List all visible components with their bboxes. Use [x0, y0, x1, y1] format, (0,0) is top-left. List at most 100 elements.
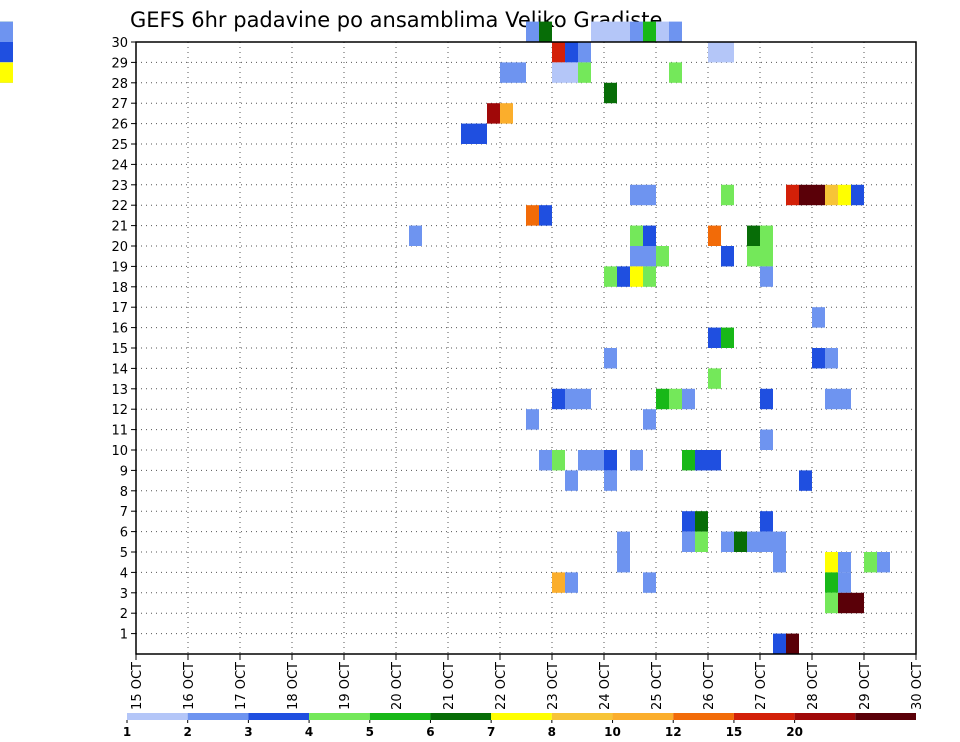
color-key-swatch	[794, 713, 856, 720]
precip-cell-m30-s30	[526, 21, 539, 42]
precip-cell-m28-s29	[513, 62, 526, 83]
x-tick-label: 25 OCT	[650, 662, 665, 710]
precip-cell-m28-s28	[500, 62, 513, 83]
precip-cell-m28-s33	[565, 62, 578, 83]
precip-cell-m9-s31	[539, 450, 552, 471]
precip-cell-m3-s54	[838, 572, 851, 593]
precip-cell-m5-s42	[682, 531, 695, 552]
precip-cell-m9-s32	[552, 450, 565, 471]
y-tick-label: 18	[111, 281, 128, 296]
precip-cell-m29-s34	[578, 42, 591, 63]
color-key-label: 1	[123, 725, 131, 739]
precip-cell-m29-s33	[565, 42, 578, 63]
color-key-swatch	[187, 713, 249, 720]
precip-cell-m18-s39	[643, 266, 656, 287]
x-tick-label: 24 OCT	[598, 662, 613, 710]
precip-cell-m20-s48	[760, 225, 773, 246]
color-key-swatch	[369, 713, 431, 720]
precip-cell-m27-s36	[604, 82, 617, 104]
precip-cell-m20-s38	[630, 225, 643, 246]
color-key-swatch	[309, 713, 370, 720]
precip-cell-m26-s28	[500, 103, 513, 124]
y-tick-label: 20	[111, 240, 128, 255]
precip-cell-m21-s30	[526, 205, 539, 226]
x-tick-label: 23 OCT	[546, 662, 561, 710]
precip-cell-m4-s56	[864, 552, 877, 573]
precip-cell-m30-s35	[591, 21, 604, 42]
precip-cell-m20-s44	[708, 225, 721, 246]
color-key-label: 3	[244, 725, 252, 739]
precip-cell-m3-s39	[643, 572, 656, 593]
precip-cell-m22-s51	[799, 184, 812, 206]
y-tick-label: 24	[111, 158, 128, 173]
precip-cell-m9-s43	[695, 450, 708, 471]
y-tick-label: 21	[111, 220, 128, 235]
precip-cell-m30-s31	[539, 21, 552, 42]
precip-cell-m20-s21	[409, 225, 422, 246]
heatmap-cells	[0, 21, 890, 654]
precip-cell-m18-s48	[760, 266, 773, 287]
precip-cell-m22-s55	[851, 184, 864, 206]
precip-cell-m14-s36	[604, 348, 617, 369]
y-tick-label: 27	[111, 97, 128, 112]
precip-cell-m6-s42	[682, 511, 695, 532]
y-tick-label: 13	[111, 383, 128, 398]
precip-cell-m12-s41	[669, 388, 682, 410]
precip-cell-m4-s53	[825, 552, 838, 573]
precip-cell-m8-s51	[799, 470, 812, 491]
y-tick-label: 19	[111, 260, 128, 275]
color-key-swatch	[430, 713, 492, 720]
y-tick-label: 10	[111, 444, 128, 459]
precip-cell-m28-s34	[578, 62, 591, 83]
color-key-swatch	[733, 713, 795, 720]
y-tick-label: 25	[111, 138, 128, 153]
precip-cell-m5-s49	[773, 531, 786, 552]
precip-cell-m15-s45	[721, 327, 734, 348]
color-key-label: 2	[184, 725, 192, 739]
y-tick-label: 29	[111, 56, 128, 71]
y-tick-label: 8	[120, 485, 128, 500]
precip-cell-m5-s46	[734, 531, 747, 552]
precip-cell-m19-s40	[656, 246, 669, 267]
y-tick-label: 3	[120, 587, 128, 602]
x-tick-label: 20 OCT	[390, 662, 405, 710]
color-key: 1 2 3 4 5 6 7 8 10 12 15 20	[123, 713, 916, 739]
precip-cell-m19-s47	[747, 246, 760, 267]
precip-cell-m9-s36	[604, 450, 617, 471]
precip-cell-m0-s50	[786, 633, 799, 654]
precip-cell-m21-s31	[539, 205, 552, 226]
y-tick-label: 4	[120, 566, 128, 581]
x-tick-label: 19 OCT	[338, 662, 353, 710]
color-key-swatch	[551, 713, 613, 720]
x-tick-label: 26 OCT	[702, 662, 717, 710]
x-tick-label: 30 OCT	[910, 662, 925, 710]
precip-cell-m12-s53	[825, 388, 838, 410]
precip-cell-m9-s38	[630, 450, 643, 471]
precip-cell-m3-s32	[552, 572, 565, 593]
precip-cell-m3-s33	[565, 572, 578, 593]
y-tick-label: 26	[111, 118, 128, 133]
precip-cell-m11-s39	[643, 409, 656, 430]
precip-cell-m28-s41	[669, 62, 682, 83]
precip-cell-m29-sundefined	[0, 42, 13, 63]
precip-cell-m26-s27	[487, 103, 500, 124]
precip-cell-m0-s49	[773, 633, 786, 654]
color-key-label: 8	[548, 725, 556, 739]
precip-cell-m6-s48	[760, 511, 773, 532]
precip-cell-m2-s55	[851, 592, 864, 614]
precip-cell-m12-s32	[552, 388, 565, 410]
precip-cell-m22-s54	[838, 184, 851, 206]
y-tick-label: 5	[120, 546, 128, 561]
precip-cell-m28-sundefined	[0, 62, 13, 83]
y-tick-label: 30	[111, 36, 128, 51]
y-tick-label: 9	[120, 464, 128, 479]
y-tick-label: 16	[111, 322, 128, 337]
precip-cell-m12-s48	[760, 388, 773, 410]
color-key-label: 12	[665, 725, 682, 739]
precip-cell-m22-s39	[643, 184, 656, 206]
y-tick-label: 11	[111, 424, 128, 439]
precip-cell-m12-s40	[656, 388, 669, 410]
color-key-label: 6	[426, 725, 434, 739]
y-tick-label: 2	[120, 607, 128, 622]
precip-cell-m8-s36	[604, 470, 617, 491]
